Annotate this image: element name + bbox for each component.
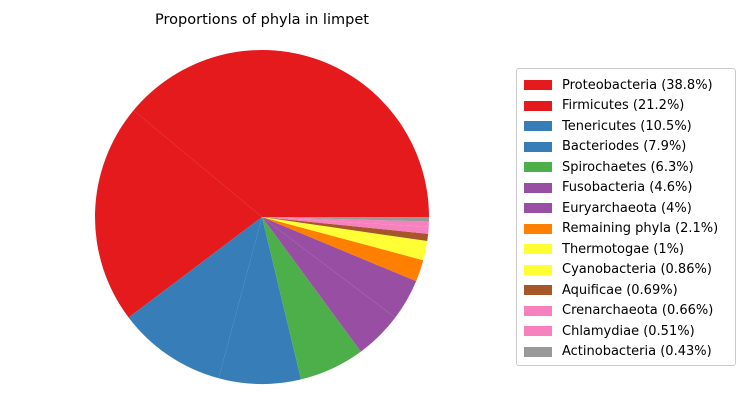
legend-swatch [524,80,552,90]
legend-swatch [524,264,552,275]
legend-swatch [524,326,552,336]
legend-swatch [524,182,552,193]
pie-slice-1 [94,110,262,318]
pie-slice-5 [262,217,396,352]
legend-label: Spirochaetes (6.3%) [562,159,694,175]
legend-item: Euryarchaeota (4%) [524,198,692,218]
pie-slice-8 [262,217,426,261]
legend-item: Aquificae (0.69%) [524,280,678,300]
pie-slice-12 [262,217,429,227]
legend-label: Cyanobacteria (0.86%) [562,262,712,277]
legend-label: Euryarchaeota (4%) [562,200,692,216]
legend-item: Chlamydiae (0.51%) [524,321,695,341]
legend: Proteobacteria (38.8%) Firmicutes (21.2%)… [516,68,736,366]
pie-slice-9 [262,217,428,250]
legend-label: Actinobacteria (0.43%) [562,344,712,359]
legend-item: Fusobacteria (4.6%) [524,178,692,198]
legend-item: Firmicutes (21.2%) [524,96,684,116]
legend-label: Crenarchaeota (0.66%) [562,303,714,318]
legend-item: Proteobacteria (38.8%) [524,75,713,95]
chart-title: Proportions of phyla in limpet [155,12,369,28]
legend-swatch [524,121,552,131]
legend-item: Spirochaetes (6.3%) [524,157,694,177]
legend-swatch [524,203,552,213]
legend-swatch [524,285,552,295]
pie-slice-13 [262,217,430,222]
pie-slice-7 [262,217,424,282]
legend-item: Bacteriodes (7.9%) [524,137,686,157]
legend-item: Remaining phyla (2.1%) [524,219,718,239]
legend-label: Chlamydiae (0.51%) [562,323,695,339]
pie-slice-2 [128,217,262,379]
pie-slice-4 [262,217,361,380]
pie-slices [94,49,430,385]
legend-item: Cyanobacteria (0.86%) [524,260,712,280]
legend-label: Remaining phyla (2.1%) [562,221,719,236]
pie-slice-6 [262,217,417,318]
legend-item: Actinobacteria (0.43%) [524,342,712,362]
pie-slice-3 [218,217,302,385]
legend-swatch [524,346,552,357]
legend-swatch [524,305,552,316]
legend-swatch [524,223,552,234]
legend-item: Tenericutes (10.5%) [524,116,692,136]
legend-swatch [524,244,552,254]
legend-swatch [524,141,552,152]
legend-swatch [524,162,552,172]
legend-item: Crenarchaeota (0.66%) [524,301,713,321]
legend-swatch [524,100,552,111]
legend-label: Proteobacteria (38.8%) [562,77,713,93]
legend-label: Fusobacteria (4.6%) [562,180,693,195]
legend-label: Thermotogae (1%) [562,241,685,257]
pie-slice-0 [133,49,430,218]
legend-item: Thermotogae (1%) [524,239,684,259]
pie-slice-11 [262,217,429,234]
legend-label: Aquificae (0.69%) [562,282,678,298]
legend-label: Tenericutes (10.5%) [562,118,692,134]
legend-label: Firmicutes (21.2%) [562,98,685,113]
pie-slice-10 [262,217,429,242]
legend-label: Bacteriodes (7.9%) [562,139,687,154]
